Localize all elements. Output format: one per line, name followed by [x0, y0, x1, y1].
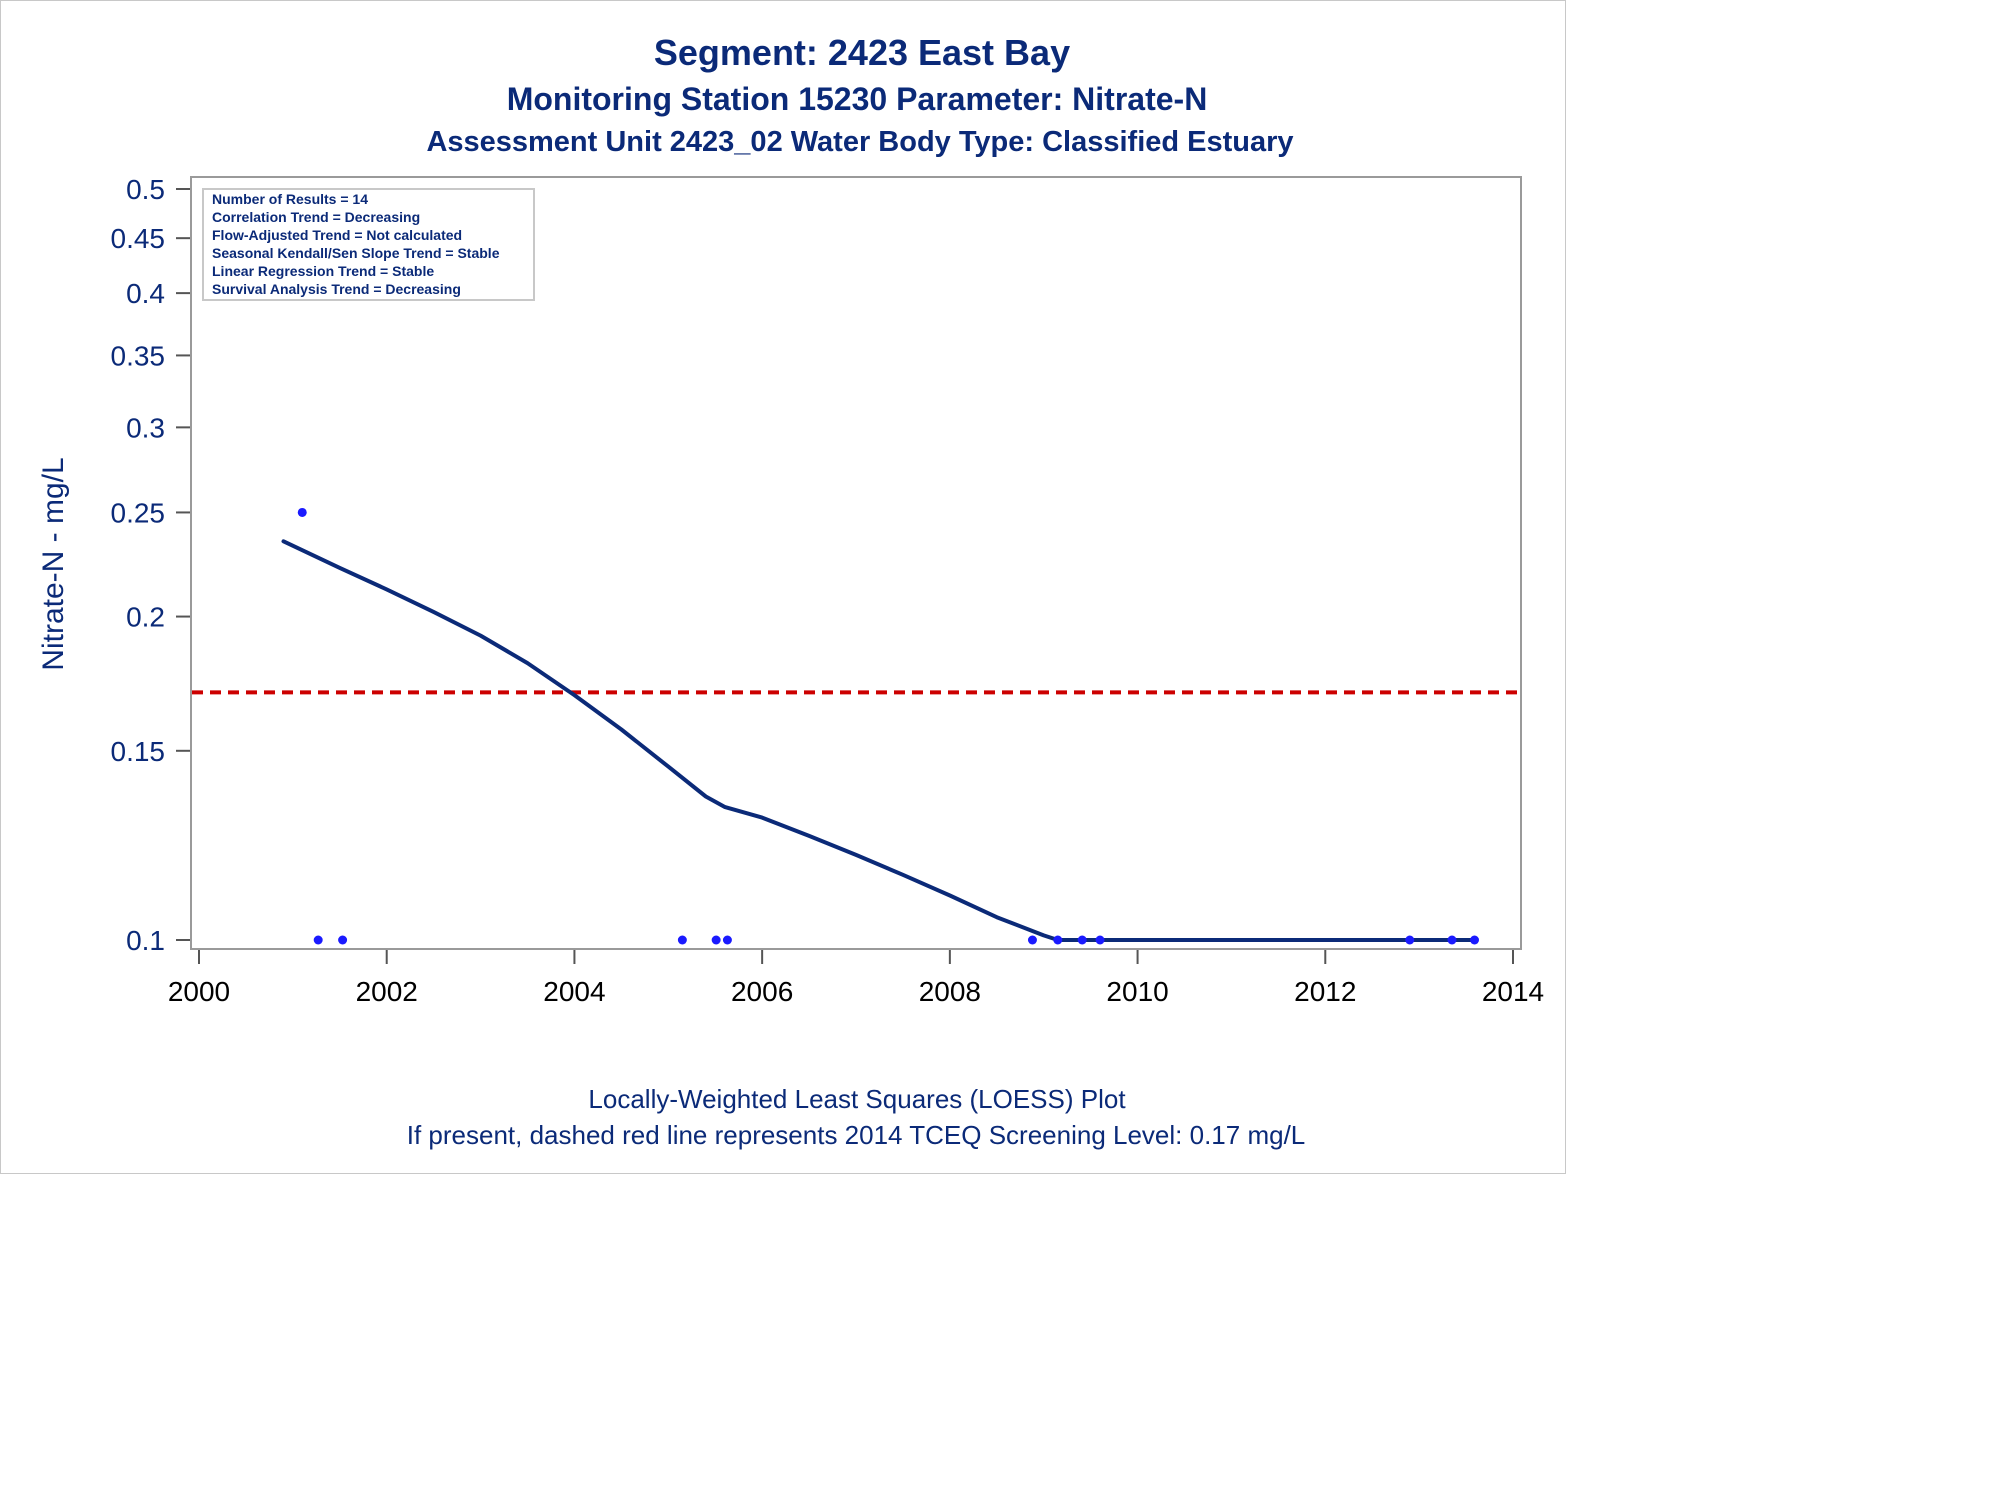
x-tick-label: 2008 — [919, 976, 981, 1007]
plot-layer — [192, 507, 1520, 945]
stats-legend-box: Number of Results = 14 Correlation Trend… — [202, 188, 535, 301]
plot-area-border — [190, 176, 1522, 950]
data-point — [1405, 935, 1415, 945]
y-tick-label: 0.1 — [126, 925, 165, 956]
y-tick-label: 0.5 — [126, 174, 165, 205]
x-tick-label: 2004 — [543, 976, 605, 1007]
y-tick-label: 0.35 — [111, 340, 166, 371]
data-point — [338, 935, 348, 945]
stats-line: Survival Analysis Trend = Decreasing — [212, 281, 461, 297]
chart-footnote-2: If present, dashed red line represents 2… — [407, 1120, 1306, 1150]
data-point — [677, 935, 687, 945]
stats-line: Linear Regression Trend = Stable — [212, 263, 434, 279]
loess-chart: Segment: 2423 East Bay Monitoring Statio… — [37, 32, 1544, 1150]
chart-title: Segment: 2423 East Bay — [654, 32, 1070, 73]
stats-line: Correlation Trend = Decreasing — [212, 209, 420, 225]
y-axis-label: Nitrate-N - mg/L — [37, 457, 70, 670]
data-point — [1095, 935, 1105, 945]
stats-line: Seasonal Kendall/Sen Slope Trend = Stabl… — [212, 245, 500, 261]
y-tick-label: 0.15 — [111, 736, 166, 767]
chart-subtitle: Monitoring Station 15230 Parameter: Nitr… — [507, 81, 1208, 117]
data-point — [722, 935, 732, 945]
y-tick-label: 0.25 — [111, 497, 166, 528]
data-point — [1027, 935, 1037, 945]
x-tick-label: 2014 — [1482, 976, 1544, 1007]
x-tick-label: 2002 — [356, 976, 418, 1007]
data-point — [1077, 935, 1087, 945]
y-tick-label: 0.4 — [126, 278, 165, 309]
stats-legend-frame — [202, 188, 535, 301]
chart-footnote: Locally-Weighted Least Squares (LOESS) P… — [588, 1084, 1126, 1114]
x-tick-label: 2000 — [168, 976, 230, 1007]
y-tick-label: 0.2 — [126, 602, 165, 633]
data-point — [1470, 935, 1480, 945]
figure-frame: Segment: 2423 East Bay Monitoring Statio… — [0, 0, 1566, 1174]
x-tick-label: 2006 — [731, 976, 793, 1007]
data-point — [711, 935, 721, 945]
x-tick-label: 2010 — [1106, 976, 1168, 1007]
stats-line: Number of Results = 14 — [212, 191, 368, 207]
x-tick-label: 2012 — [1294, 976, 1356, 1007]
data-point — [297, 507, 307, 517]
chart-subtitle-2: Assessment Unit 2423_02 Water Body Type:… — [426, 126, 1293, 158]
y-tick-label: 0.45 — [111, 223, 166, 254]
y-tick-label: 0.3 — [126, 412, 165, 443]
x-axis-ticks: 2000 2002 2004 2006 2008 2010 2012 2014 — [168, 949, 1544, 1007]
data-point — [1053, 935, 1063, 945]
stats-line: Flow-Adjusted Trend = Not calculated — [212, 227, 462, 243]
loess-line — [281, 539, 1477, 942]
data-point — [313, 935, 323, 945]
y-axis-ticks: 0.1 0.15 0.2 0.25 0.3 0.35 0.4 0.45 0.5 — [111, 174, 191, 956]
data-point — [1447, 935, 1457, 945]
